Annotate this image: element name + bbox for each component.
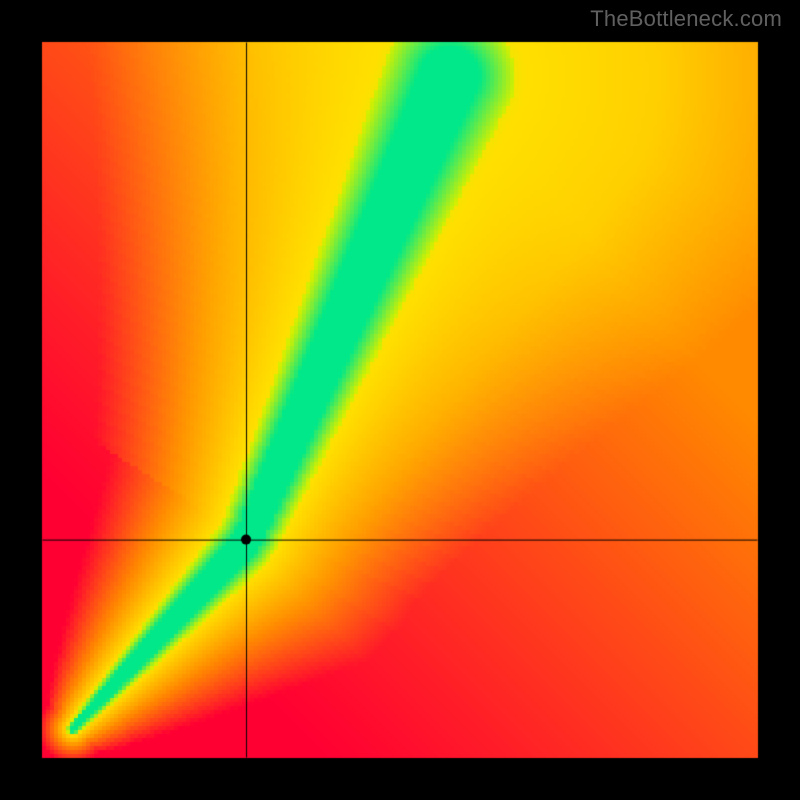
bottleneck-heatmap	[0, 0, 800, 800]
watermark-text: TheBottleneck.com	[590, 6, 782, 32]
chart-container: TheBottleneck.com	[0, 0, 800, 800]
